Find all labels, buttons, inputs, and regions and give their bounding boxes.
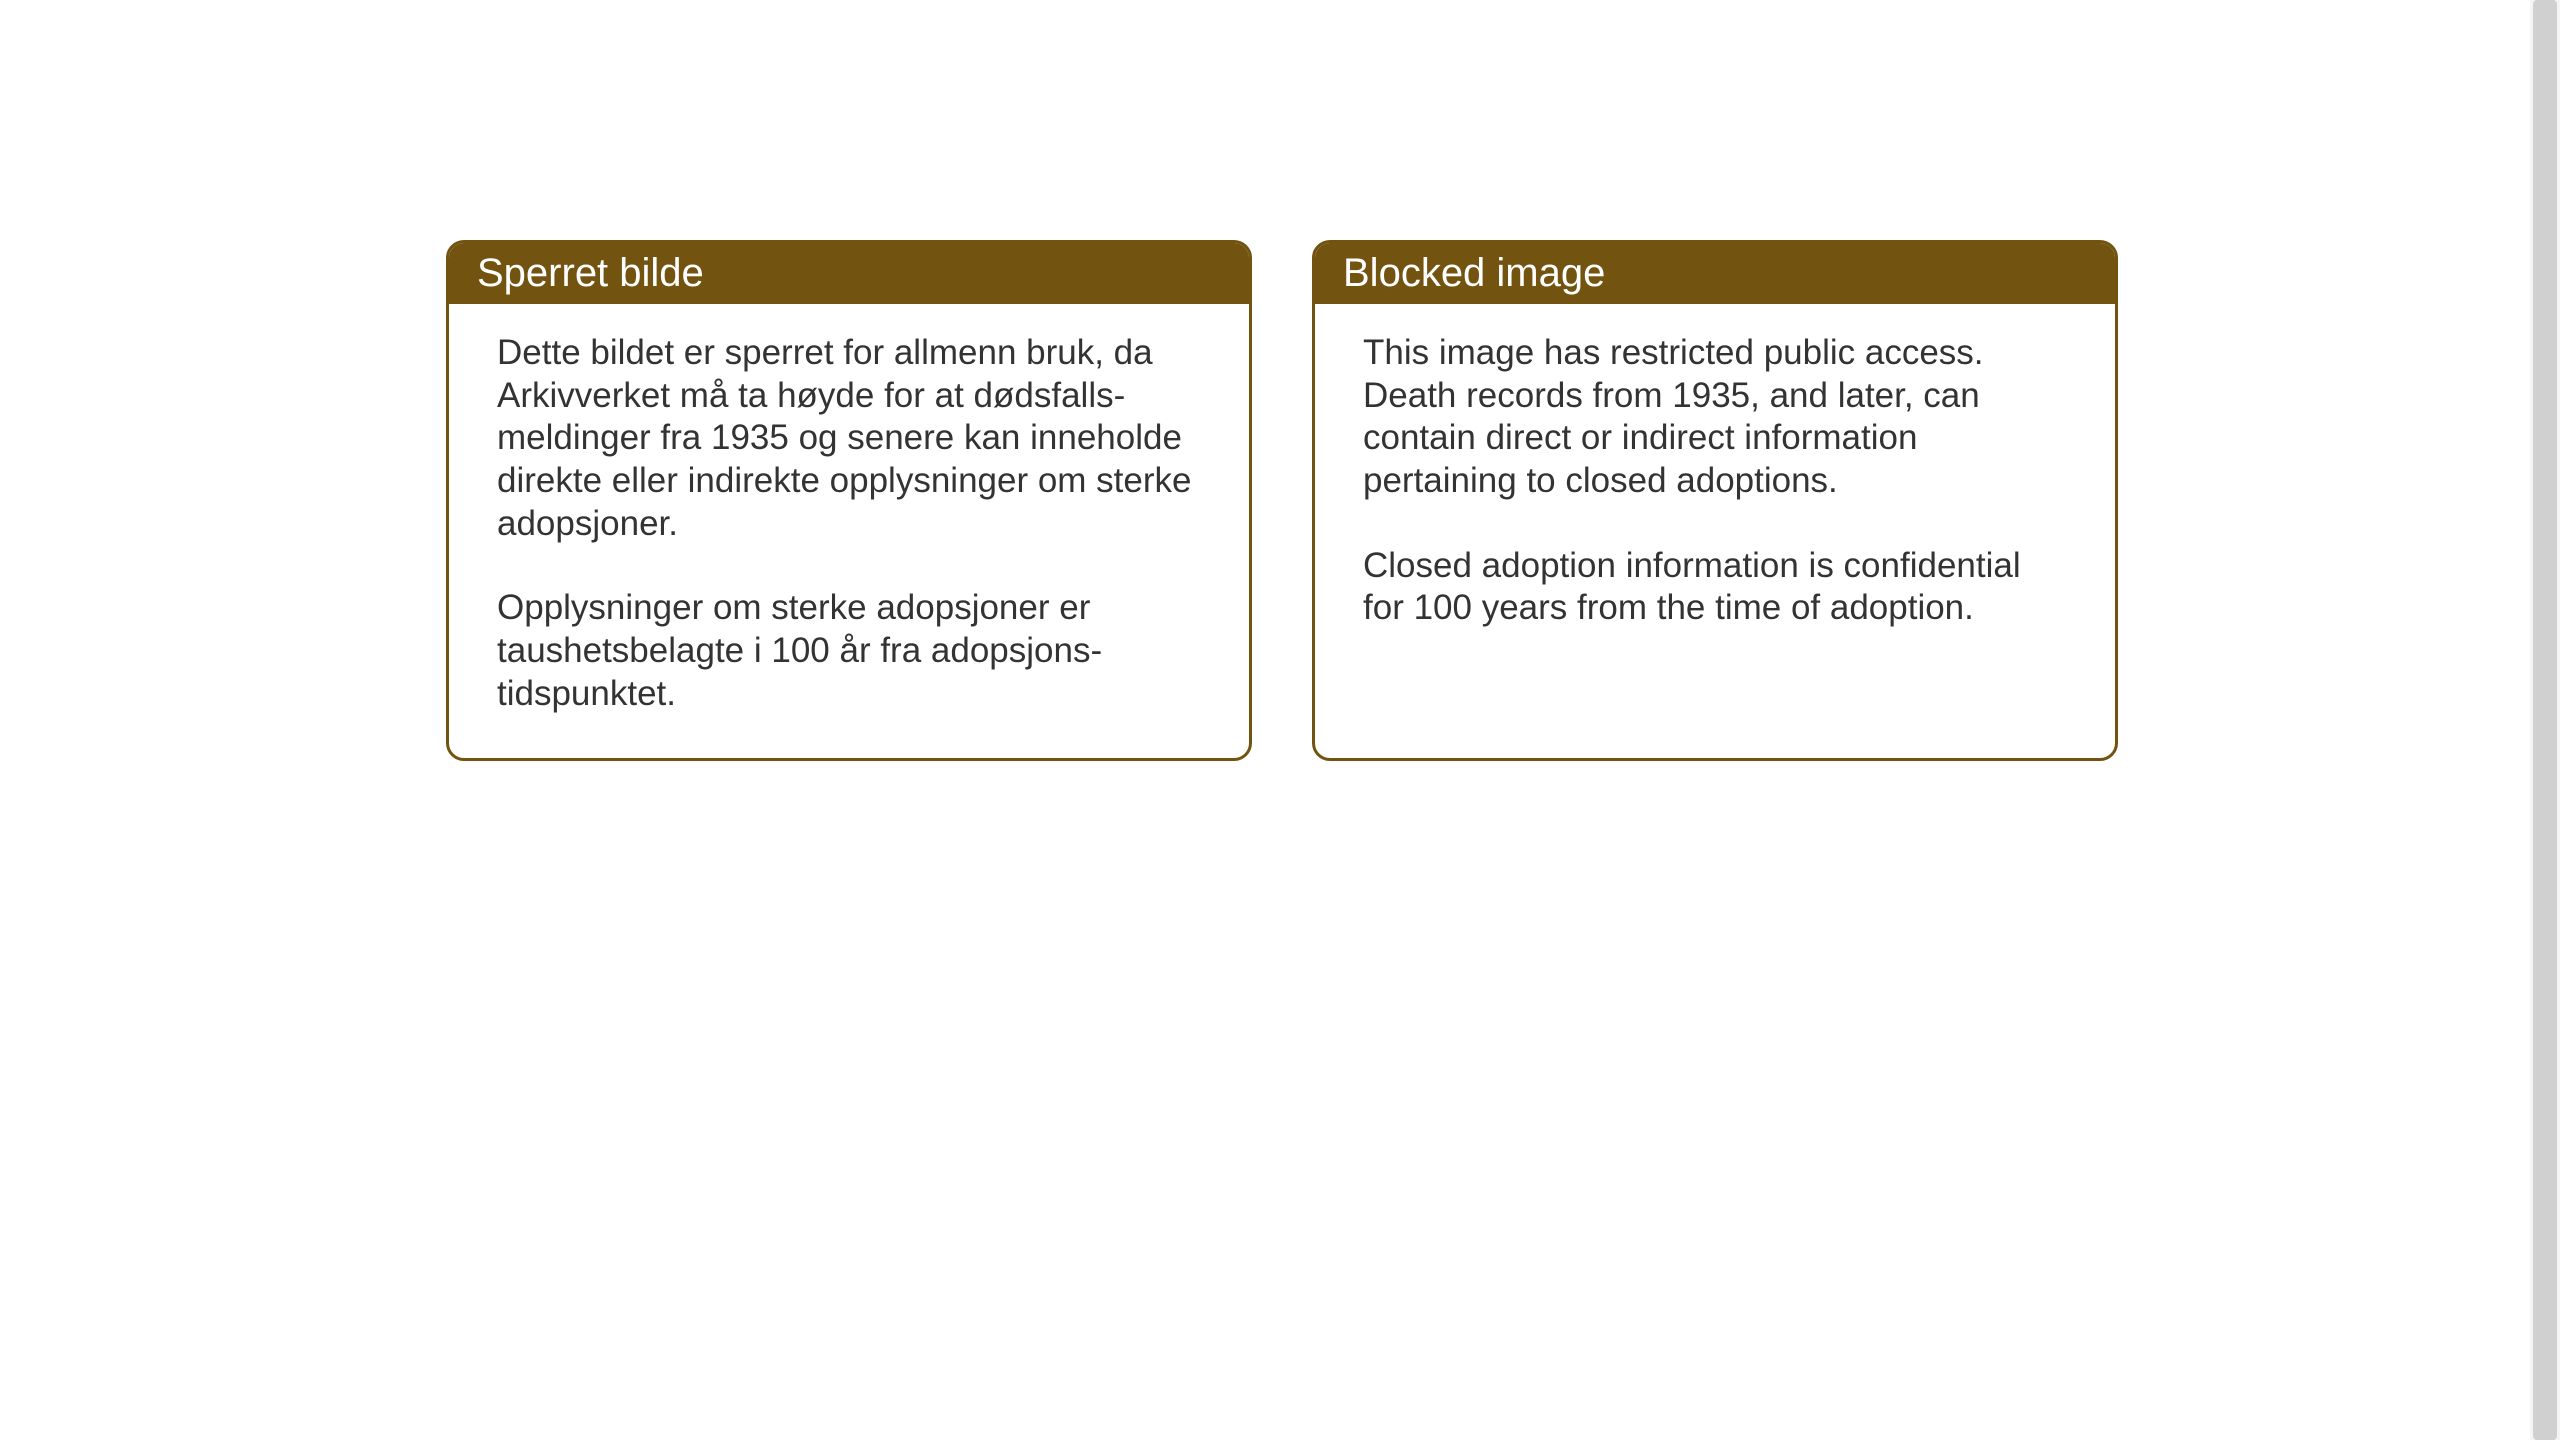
notice-body-norwegian: Dette bildet er sperret for allmenn bruk… [449,304,1249,758]
notice-paragraph-1-no: Dette bildet er sperret for allmenn bruk… [497,332,1201,545]
notice-container: Sperret bilde Dette bildet er sperret fo… [0,0,2560,761]
notice-box-english: Blocked image This image has restricted … [1312,240,2118,761]
notice-body-english: This image has restricted public access.… [1315,304,2115,672]
notice-paragraph-2-en: Closed adoption information is confident… [1363,545,2067,630]
scrollbar-thumb-vertical[interactable] [2533,0,2557,1440]
notice-paragraph-1-en: This image has restricted public access.… [1363,332,2067,503]
scrollbar-vertical[interactable] [2530,0,2560,1440]
notice-header-norwegian: Sperret bilde [449,243,1249,304]
notice-header-english: Blocked image [1315,243,2115,304]
notice-box-norwegian: Sperret bilde Dette bildet er sperret fo… [446,240,1252,761]
notice-paragraph-2-no: Opplysninger om sterke adopsjoner er tau… [497,587,1201,715]
